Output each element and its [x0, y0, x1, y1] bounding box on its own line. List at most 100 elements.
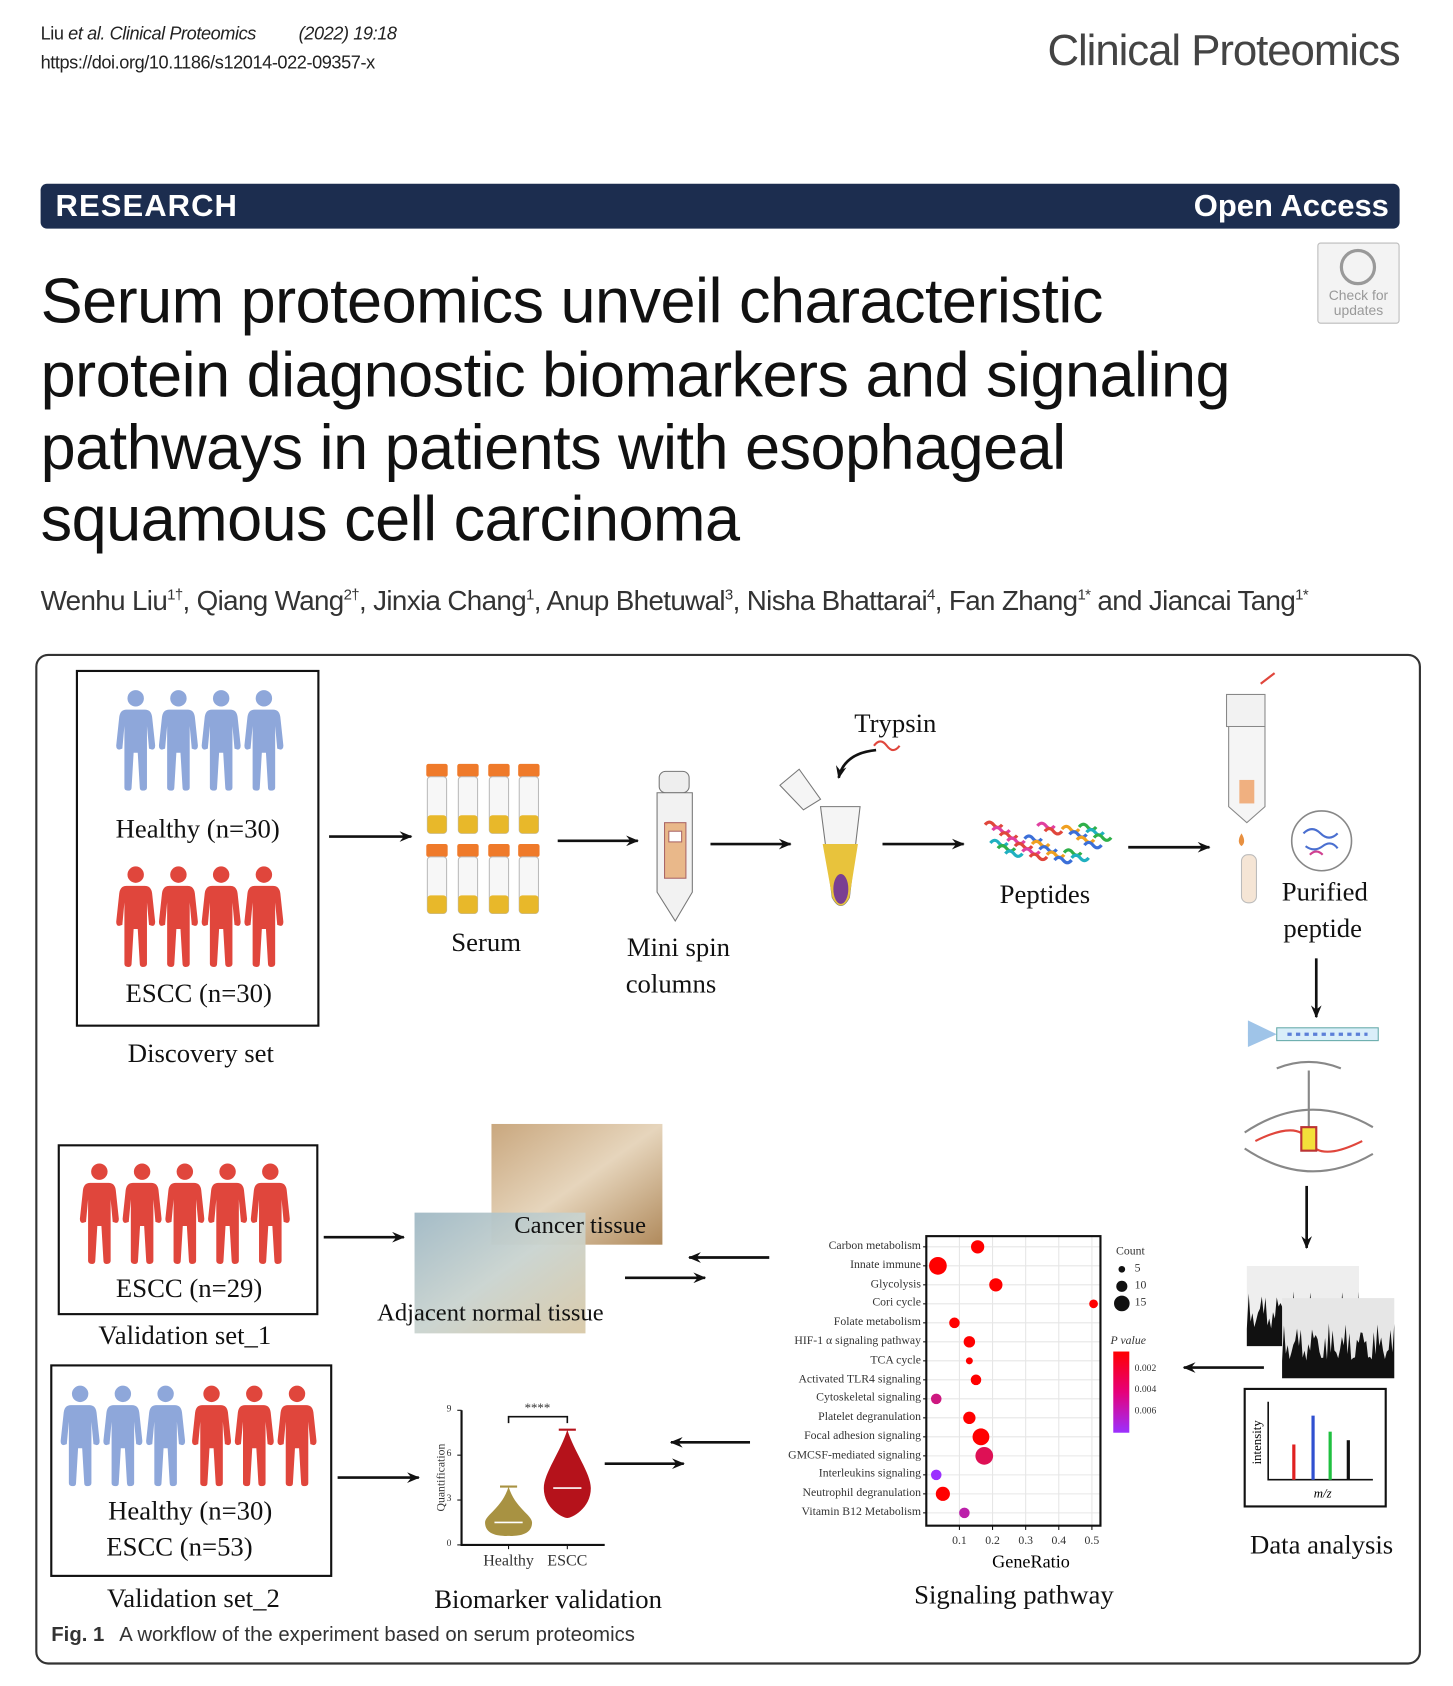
- serum-label: Serum: [451, 928, 521, 958]
- validation-set-2-box: [50, 1364, 333, 1577]
- discovery-set-label: Discovery set: [127, 1039, 274, 1069]
- person-icon: [158, 690, 198, 791]
- person-icon: [116, 866, 156, 967]
- biomarker-violin-chart: [457, 1409, 605, 1550]
- article-title-line: squamous cell carcinoma: [40, 483, 740, 555]
- citation: Liu et al. Clinical Proteomics (2022) 19:…: [41, 24, 397, 45]
- pathway-label: Cori cycle: [872, 1296, 921, 1310]
- article-type: RESEARCH: [55, 189, 238, 224]
- citation-author: Liu: [40, 23, 69, 44]
- significance-label: ****: [524, 1400, 551, 1416]
- person-icon: [192, 1385, 232, 1487]
- article-type-banner: RESEARCH Open Access: [40, 183, 1400, 229]
- mass-spectrum-plot: [1243, 1387, 1387, 1508]
- discovery-escc-label: ESCC (n=30): [125, 979, 272, 1009]
- arrow-icon: [835, 748, 877, 779]
- doi-link[interactable]: https://doi.org/10.1186/s12014-022-09357…: [40, 52, 376, 73]
- figure-caption: Fig. 1 A workflow of the experiment based…: [51, 1624, 635, 1648]
- y-tick-label: 0: [446, 1537, 452, 1549]
- author[interactable]: Jinxia Chang1: [373, 584, 534, 617]
- x-tick-label: 0.1: [952, 1534, 967, 1548]
- check-for-updates-button[interactable]: Check for updates: [1317, 242, 1400, 324]
- person-icon: [79, 1163, 119, 1264]
- spectrum-x-label: m/z: [1313, 1485, 1332, 1501]
- pathway-label: TCA cycle: [870, 1353, 921, 1367]
- size-legend-label: 5: [1134, 1261, 1141, 1275]
- lc-needle-icon: [1247, 1020, 1379, 1048]
- pathway-label: HIF-1 α signaling pathway: [794, 1334, 921, 1348]
- bubble-point: [989, 1278, 1003, 1292]
- bookmark-icon: [1339, 248, 1377, 286]
- open-access-label: Open Access: [1193, 189, 1389, 224]
- validation1-label: Validation set_1: [98, 1321, 272, 1351]
- discovery-set-box: [75, 669, 320, 1027]
- figure-1: [35, 653, 1421, 1665]
- violin-escc: [543, 1429, 591, 1518]
- x-tick-label: ESCC: [547, 1552, 588, 1571]
- normal-tissue-image: [414, 1212, 586, 1334]
- pathway-label: Platelet degranulation: [818, 1410, 921, 1424]
- author[interactable]: Nisha Bhattarai4: [746, 584, 936, 617]
- x-tick-label: 0.3: [1018, 1534, 1034, 1548]
- check-updates-line2: updates: [1333, 302, 1384, 319]
- magnified-peptide-icon: [1290, 810, 1353, 872]
- validation2-label: Validation set_2: [106, 1584, 280, 1614]
- author[interactable]: Jiancai Tang1*: [1148, 584, 1309, 617]
- x-axis-label: GeneRatio: [992, 1551, 1070, 1572]
- bubble-point: [975, 1446, 994, 1465]
- pathway-label: Cytoskeletal signaling: [816, 1391, 921, 1405]
- color-legend-bar: [1113, 1351, 1130, 1433]
- person-icon: [201, 866, 241, 967]
- size-legend-dot: [1116, 1280, 1128, 1292]
- bubble-point: [930, 1469, 942, 1481]
- validation2-healthy-label: Healthy (n=30): [108, 1496, 273, 1526]
- pathway-label: Folate metabolism: [833, 1315, 921, 1329]
- data-analysis-label: Data analysis: [1250, 1531, 1394, 1560]
- author[interactable]: Qiang Wang2†: [196, 584, 360, 617]
- violin-healthy: [485, 1486, 533, 1536]
- pathway-label: Vitamin B12 Metabolism: [801, 1505, 921, 1519]
- y-tick-label: 3: [446, 1492, 452, 1504]
- bubble-point: [949, 1317, 960, 1329]
- color-legend-title: P value: [1110, 1334, 1146, 1348]
- author[interactable]: Fan Zhang1*: [948, 584, 1091, 617]
- person-icon: [103, 1385, 143, 1487]
- person-icon: [234, 1385, 274, 1487]
- cancer-tissue-label: Cancer tissue: [514, 1211, 646, 1239]
- trypsin-label: Trypsin: [854, 709, 937, 739]
- person-icon: [116, 690, 156, 791]
- size-legend-dot: [1114, 1295, 1130, 1312]
- person-icon: [165, 1163, 205, 1264]
- check-updates-line1: Check for: [1328, 287, 1389, 304]
- caption-label: Fig. 1: [51, 1623, 105, 1647]
- mass-spec-icon: [1244, 1061, 1374, 1173]
- person-icon: [146, 1385, 186, 1487]
- spin-column-label: columns: [625, 970, 717, 999]
- spectrum-y-label: intensity: [1249, 1420, 1265, 1465]
- significance-bracket: [507, 1415, 569, 1424]
- y-tick-label: 9: [446, 1402, 452, 1414]
- purified-peptide-label: peptide: [1283, 914, 1362, 944]
- author[interactable]: Anup Bhetuwal3: [546, 584, 733, 617]
- size-legend-label: 10: [1134, 1278, 1147, 1292]
- peptides-label: Peptides: [999, 880, 1091, 910]
- pathway-label: Glycolysis: [870, 1277, 921, 1291]
- spin-column-icon: [656, 770, 693, 922]
- purification-column-icon: [1225, 672, 1353, 904]
- size-legend-label: 15: [1134, 1295, 1147, 1309]
- author-list: Wenhu Liu1†, Qiang Wang2†, Jinxia Chang1…: [40, 584, 1309, 617]
- chromatogram-icon: [1246, 1266, 1395, 1379]
- article-title-line: protein diagnostic biomarkers and signal…: [40, 339, 1231, 411]
- color-legend-label: 0.006: [1134, 1404, 1157, 1416]
- author[interactable]: Wenhu Liu1†: [40, 584, 184, 617]
- y-tick-label: 6: [446, 1447, 452, 1459]
- pathway-label: Interleukins signaling: [818, 1467, 921, 1481]
- validation1-escc-label: ESCC (n=29): [115, 1274, 263, 1304]
- pathway-label: Activated TLR4 signaling: [798, 1372, 921, 1386]
- person-icon: [244, 866, 284, 967]
- size-legend-dot: [1118, 1265, 1126, 1273]
- person-icon: [277, 1385, 317, 1487]
- bubble-point: [929, 1256, 947, 1275]
- purified-peptide-label: Purified: [1281, 878, 1368, 908]
